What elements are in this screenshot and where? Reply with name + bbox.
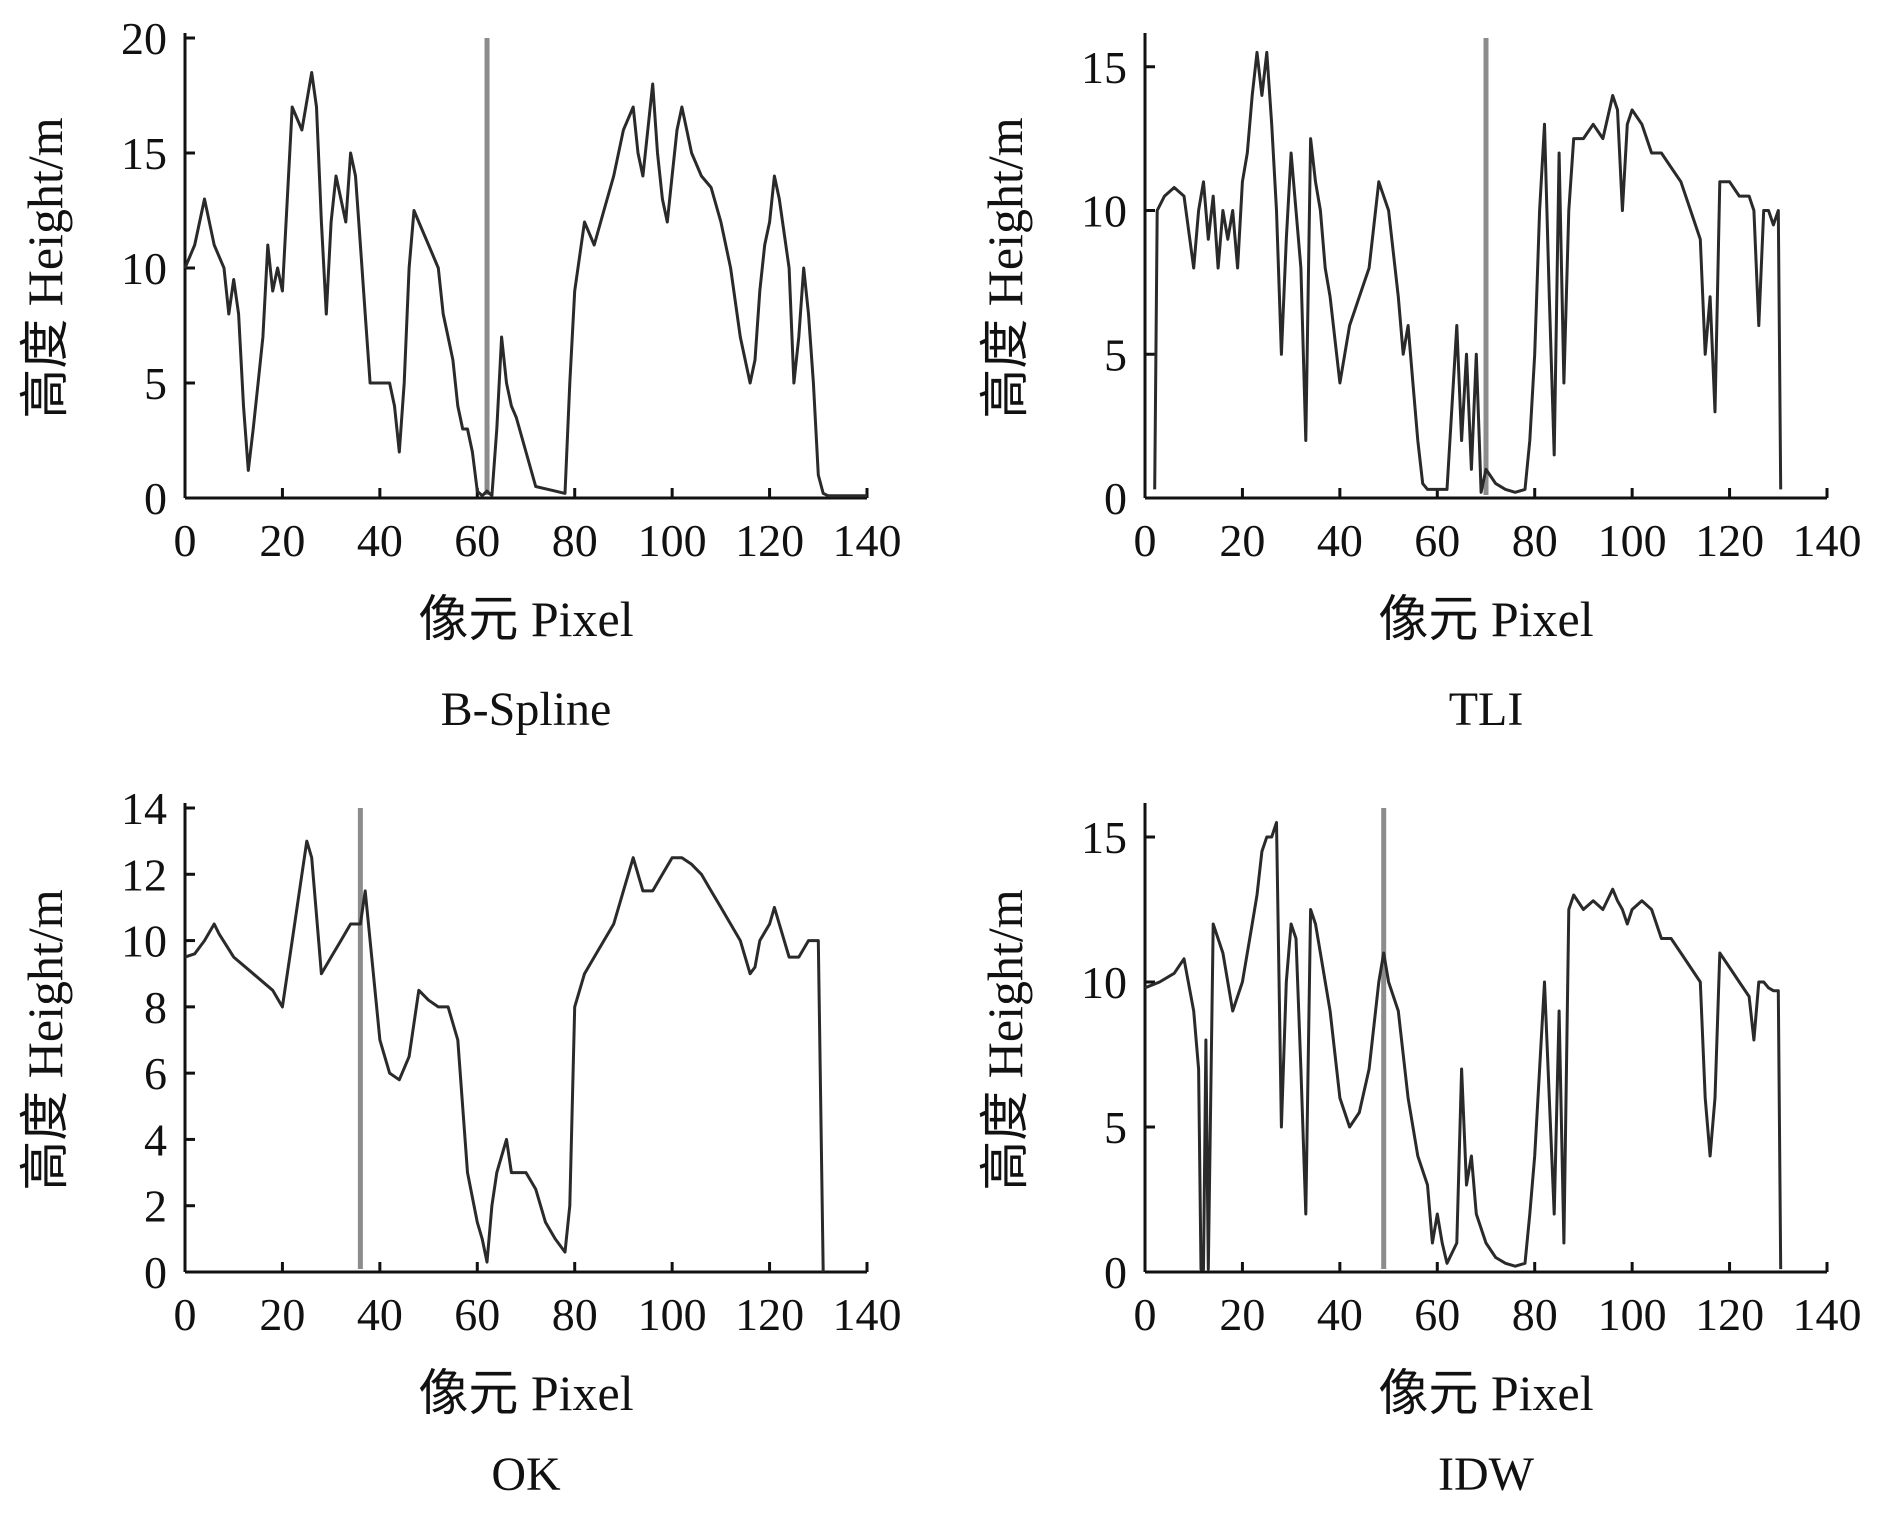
chart-1-y-tick-label: 15 <box>1081 42 1127 93</box>
chart-0-title: B-Spline <box>441 683 612 736</box>
chart-1-x-tick-label: 100 <box>1598 515 1667 566</box>
chart-3-x-tick-label: 100 <box>1598 1289 1667 1340</box>
chart-3-y-tick-label: 5 <box>1104 1102 1127 1153</box>
chart-2-y-tick-label: 14 <box>121 783 167 834</box>
chart-0-y-axis-title: 高度 Height/m <box>17 117 73 418</box>
chart-0-y-tick-label: 10 <box>121 243 167 294</box>
chart-1-y-tick-label: 10 <box>1081 186 1127 237</box>
chart-2-x-tick-label: 20 <box>259 1289 305 1340</box>
chart-2-y-tick-label: 12 <box>121 849 167 900</box>
chart-1-title: TLI <box>1449 683 1524 736</box>
chart-0-x-tick-label: 40 <box>357 515 403 566</box>
chart-2-y-tick-label: 0 <box>144 1247 167 1298</box>
chart-3-x-tick-label: 140 <box>1793 1289 1862 1340</box>
chart-3-x-axis-title: 像元 Pixel <box>1378 1365 1593 1421</box>
chart-3-x-tick-label: 20 <box>1219 1289 1265 1340</box>
chart-1-series-0-line <box>1153 50 1783 494</box>
chart-3-x-tick-label: 120 <box>1695 1289 1764 1340</box>
chart-3-title: IDW <box>1438 1448 1535 1501</box>
chart-0-x-tick-label: 80 <box>552 515 598 566</box>
chart-2-x-tick-label: 100 <box>638 1289 707 1340</box>
chart-1-x-tick-label: 140 <box>1793 515 1862 566</box>
chart-0-panel: 0 20 40 60 80 100 120 140 0 5 10 15 20 像元 Pixel 高度 Hei… <box>17 13 902 736</box>
chart-2-y-tick-label: 8 <box>144 982 167 1033</box>
chart-0-x-tick-label: 0 <box>174 515 197 566</box>
chart-2-y-tick-label: 6 <box>144 1048 167 1099</box>
chart-1-x-tick-label: 60 <box>1414 515 1460 566</box>
chart-3-x-tick-label: 60 <box>1414 1289 1460 1340</box>
chart-0-x-tick-label: 20 <box>259 515 305 566</box>
chart-1-y-tick-label: 5 <box>1104 329 1127 380</box>
chart-2-series-0-line <box>184 839 825 1273</box>
chart-1-panel: 0 20 40 60 80 100 120 140 0 5 10 15 像元 Pixel 高度 Heigh… <box>977 33 1862 736</box>
chart-2-x-tick-label: 120 <box>735 1289 804 1340</box>
chart-1-x-tick-label: 80 <box>1512 515 1558 566</box>
chart-2-panel: 0 20 40 60 80 100 120 140 0 2 4 6 8 10 12 14 像元 Pixel 高度 … <box>17 783 902 1501</box>
chart-3-x-tick-label: 40 <box>1317 1289 1363 1340</box>
chart-3-panel: 0 20 40 60 80 100 120 140 0 5 10 15 像元 Pixel 高度 Heigh… <box>977 803 1862 1501</box>
chart-3-x-tick-label: 0 <box>1134 1289 1157 1340</box>
chart-1-y-tick-label: 0 <box>1104 473 1127 524</box>
chart-1-x-tick-label: 20 <box>1219 515 1265 566</box>
chart-1-x-axis-title: 像元 Pixel <box>1378 591 1593 647</box>
chart-2-y-axis-title: 高度 Height/m <box>17 889 73 1190</box>
chart-0-y-tick-label: 20 <box>121 13 167 64</box>
chart-0-y-tick-label: 15 <box>121 128 167 179</box>
chart-0-x-tick-label: 100 <box>638 515 707 566</box>
chart-0-x-tick-label: 120 <box>735 515 804 566</box>
chart-3-y-tick-label: 0 <box>1104 1247 1127 1298</box>
chart-2-x-tick-label: 80 <box>552 1289 598 1340</box>
chart-1-x-tick-label: 120 <box>1695 515 1764 566</box>
chart-3-y-tick-label: 15 <box>1081 812 1127 863</box>
chart-2-y-tick-label: 2 <box>144 1181 167 1232</box>
chart-2-y-tick-label: 10 <box>121 916 167 967</box>
chart-1-x-tick-label: 40 <box>1317 515 1363 566</box>
chart-0-x-tick-label: 60 <box>454 515 500 566</box>
chart-2-x-tick-label: 40 <box>357 1289 403 1340</box>
chart-0-x-axis-title: 像元 Pixel <box>418 591 633 647</box>
chart-1-y-axis-title: 高度 Height/m <box>977 117 1033 418</box>
chart-0-y-tick-label: 0 <box>144 473 167 524</box>
chart-2-y-tick-label: 4 <box>144 1114 167 1165</box>
chart-3-x-tick-label: 80 <box>1512 1289 1558 1340</box>
chart-2-x-tick-label: 0 <box>174 1289 197 1340</box>
chart-2-x-axis-title: 像元 Pixel <box>418 1365 633 1421</box>
chart-0-y-tick-label: 5 <box>144 358 167 409</box>
chart-0-x-tick-label: 140 <box>833 515 902 566</box>
chart-3-y-tick-label: 10 <box>1081 957 1127 1008</box>
chart-2-x-tick-label: 60 <box>454 1289 500 1340</box>
chart-2-x-tick-label: 140 <box>833 1289 902 1340</box>
chart-2-title: OK <box>491 1448 561 1501</box>
chart-3-series-0-line <box>1144 821 1783 1271</box>
chart-0-series-0-line <box>183 71 867 498</box>
chart-3-y-axis-title: 高度 Height/m <box>977 889 1033 1190</box>
chart-1-x-tick-label: 0 <box>1134 515 1157 566</box>
